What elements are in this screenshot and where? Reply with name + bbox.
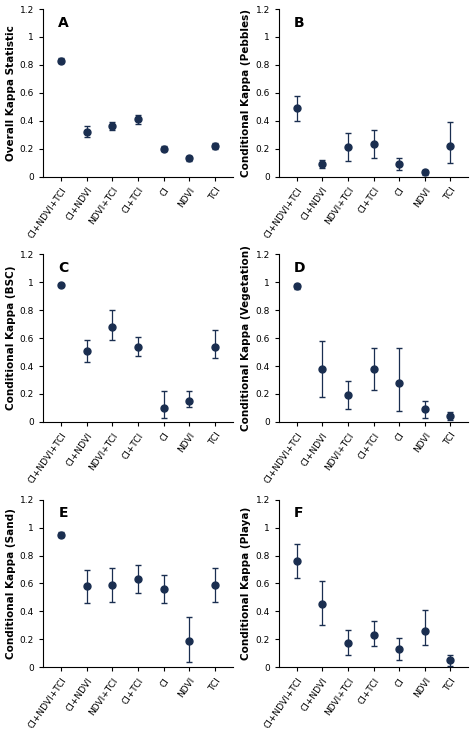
Text: D: D	[294, 261, 305, 275]
Y-axis label: Conditional Kappa (Vegetation): Conditional Kappa (Vegetation)	[241, 245, 251, 431]
Text: C: C	[58, 261, 69, 275]
Y-axis label: Overall Kappa Statistic: Overall Kappa Statistic	[6, 25, 16, 160]
Y-axis label: Conditional Kappa (Sand): Conditional Kappa (Sand)	[6, 508, 16, 659]
Y-axis label: Conditional Kappa (Playa): Conditional Kappa (Playa)	[241, 507, 251, 660]
Text: A: A	[58, 15, 69, 29]
Y-axis label: Conditional Kappa (BSC): Conditional Kappa (BSC)	[6, 266, 16, 411]
Text: F: F	[294, 506, 303, 520]
Text: B: B	[294, 15, 304, 29]
Text: E: E	[58, 506, 68, 520]
Y-axis label: Conditional Kappa (Pebbles): Conditional Kappa (Pebbles)	[241, 9, 251, 177]
